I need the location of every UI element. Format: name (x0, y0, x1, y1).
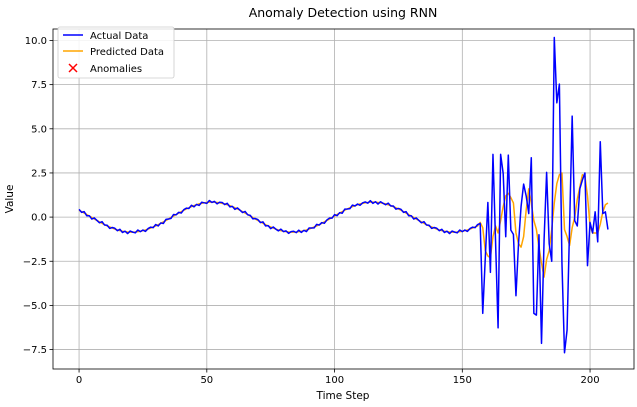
x-tick-label: 200 (581, 375, 600, 386)
chart-title: Anomaly Detection using RNN (249, 5, 438, 20)
y-axis-label: Value (4, 185, 16, 214)
legend-marker-anomalies (68, 63, 78, 73)
plot-frame (52, 28, 635, 370)
y-tick-label: 7.5 (31, 80, 47, 91)
actual-data-line (78, 36, 609, 354)
y-tick-label: 0.0 (31, 213, 47, 224)
y-tick-label: −2.5 (23, 257, 47, 268)
grid (53, 29, 634, 369)
x-tick-label: 150 (453, 375, 472, 386)
x-tick-label: 50 (200, 375, 213, 386)
y-tick-label: 10.0 (25, 36, 47, 47)
x-tick-label: 0 (76, 375, 82, 386)
legend: Actual Data Predicted Data Anomalies (57, 26, 175, 79)
y-tick-label: −5.0 (23, 301, 47, 312)
ticks: 0 50 100 150 200 −7.5 −5.0 −2.5 0.0 2.5 5.0 7.5 10.0 (23, 36, 600, 386)
legend-label-predicted: Predicted Data (90, 47, 164, 58)
series-layer (78, 36, 609, 354)
y-tick-label: −7.5 (23, 345, 47, 356)
x-axis-label: Time Step (316, 390, 370, 402)
legend-label-actual: Actual Data (90, 31, 148, 42)
legend-box (57, 26, 175, 79)
legend-label-anomalies: Anomalies (90, 64, 142, 75)
y-tick-label: 5.0 (31, 124, 47, 135)
x-tick-label: 100 (325, 375, 344, 386)
y-tick-label: 2.5 (31, 168, 47, 179)
